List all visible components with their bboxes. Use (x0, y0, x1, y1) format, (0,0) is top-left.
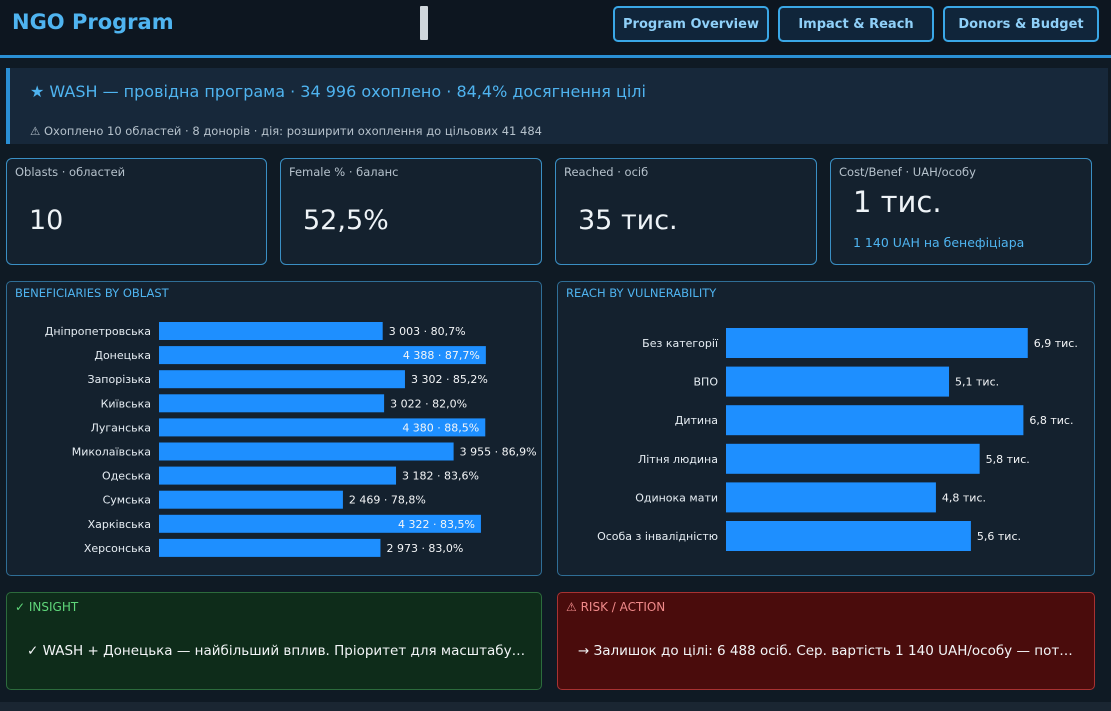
category-label: Літня людина (638, 453, 718, 466)
kpi-card-reached: Reached · осіб 35 тис. (555, 158, 817, 265)
bar (726, 443, 980, 474)
chart-title: BENEFICIARIES BY OBLAST (15, 286, 169, 300)
data-label: 6,9 тис. (1034, 337, 1078, 350)
bar (159, 442, 454, 461)
kpi-label: Oblasts · областей (15, 165, 126, 179)
summary-banner: ★ WASH — провідна програма · 34 996 охоп… (6, 68, 1108, 144)
kpi-label: Female % · баланс (289, 165, 399, 179)
app-title: NGO Program (12, 10, 174, 34)
bar (159, 514, 481, 533)
data-label: 4 380 · 88,5% (402, 421, 479, 434)
kpi-note: 1 140 UAH на бенефіціара (853, 235, 1025, 250)
nav-impact-reach-button[interactable]: Impact & Reach (778, 6, 934, 42)
banner-subtext: ⚠ Охоплено 10 областей · 8 донорів · дія… (30, 124, 542, 138)
app-header: NGO Program Program Overview Impact & Re… (0, 0, 1111, 58)
data-label: 2 469 · 78,8% (349, 494, 426, 507)
insight-text: ✓ WASH + Донецька — найбільший вплив. Пр… (27, 643, 527, 659)
horizontal-scrollbar[interactable] (0, 702, 1111, 711)
bar (726, 405, 1024, 436)
vulnerability-bar-chart: Без категорії 6,9 тис. ВПО 5,1 тис. Дитина 6,… (597, 328, 1078, 551)
bar (159, 538, 381, 557)
category-label: Донецька (94, 349, 151, 362)
bar (159, 466, 397, 485)
category-label: Запорізька (88, 373, 151, 386)
kpi-card-oblasts: Oblasts · областей 10 (6, 158, 267, 265)
data-label: 4 322 · 83,5% (398, 518, 475, 531)
category-label: Одинока мати (635, 491, 718, 504)
kpi-value: 35 тис. (578, 205, 678, 236)
insight-box: ✓ INSIGHT ✓ WASH + Донецька — найбільший… (6, 592, 542, 690)
data-label: 3 182 · 83,6% (402, 470, 479, 483)
data-label: 5,1 тис. (955, 376, 999, 389)
category-label: Херсонська (84, 542, 151, 555)
kpi-value: 10 (29, 205, 64, 236)
category-label: Миколаївська (72, 446, 151, 459)
data-label: 4,8 тис. (942, 491, 986, 504)
nav-donors-budget-button[interactable]: Donors & Budget (943, 6, 1099, 42)
category-label: Луганська (91, 421, 151, 434)
bar (159, 490, 343, 509)
data-label: 5,8 тис. (986, 453, 1030, 466)
category-label: Сумська (103, 494, 151, 507)
nav-program-overview-button[interactable]: Program Overview (613, 6, 769, 42)
kpi-card-cost: Cost/Benef · UAH/особу 1 тис. 1 140 UAH … (830, 158, 1092, 265)
bar (726, 366, 950, 397)
bar (159, 418, 486, 437)
drag-handle[interactable] (420, 6, 428, 40)
data-label: 5,6 тис. (977, 530, 1021, 543)
risk-title: ⚠ RISK / ACTION (566, 600, 666, 614)
category-label: ВПО (694, 376, 719, 389)
bar (726, 521, 971, 551)
data-label: 3 955 · 86,9% (460, 446, 537, 459)
bar (726, 328, 1028, 358)
banner-headline: ★ WASH — провідна програма · 34 996 охоп… (30, 82, 646, 101)
bar (159, 370, 405, 389)
bar (159, 394, 385, 413)
kpi-card-female: Female % · баланс 52,5% (280, 158, 542, 265)
bar (159, 346, 486, 365)
risk-box: ⚠ RISK / ACTION → Залишок до цілі: 6 488… (557, 592, 1095, 690)
risk-text: → Залишок до цілі: 6 488 осіб. Сер. варт… (578, 643, 1078, 659)
category-label: Одеська (102, 470, 151, 483)
kpi-value: 1 тис. (853, 185, 942, 219)
kpi-label: Cost/Benef · UAH/особу (839, 165, 976, 179)
data-label: 3 003 · 80,7% (389, 325, 466, 338)
reach-by-vulnerability-chart: REACH BY VULNERABILITY Без категорії 6,9 … (557, 281, 1095, 576)
data-label: 3 302 · 85,2% (411, 373, 488, 386)
data-label: 4 388 · 87,7% (403, 349, 480, 362)
oblast-bar-chart: Дніпропетровська 3 003 · 80,7% Донецька 4 3… (45, 322, 537, 557)
data-label: 6,8 тис. (1029, 414, 1073, 427)
data-label: 2 973 · 83,0% (386, 542, 463, 555)
category-label: Київська (101, 397, 151, 410)
category-label: Особа з інвалідністю (597, 530, 718, 543)
beneficiaries-by-oblast-chart: BENEFICIARIES BY OBLAST Дніпропетровська… (6, 281, 542, 576)
chart-title: REACH BY VULNERABILITY (566, 286, 717, 300)
bar (159, 322, 383, 340)
category-label: Харківська (88, 518, 151, 531)
category-label: Дніпропетровська (45, 325, 151, 338)
data-label: 3 022 · 82,0% (390, 397, 467, 410)
bar (726, 482, 936, 513)
category-label: Без категорії (642, 337, 719, 350)
kpi-label: Reached · осіб (564, 165, 649, 179)
kpi-value: 52,5% (303, 205, 389, 236)
category-label: Дитина (675, 414, 718, 427)
insight-title: ✓ INSIGHT (15, 600, 79, 614)
